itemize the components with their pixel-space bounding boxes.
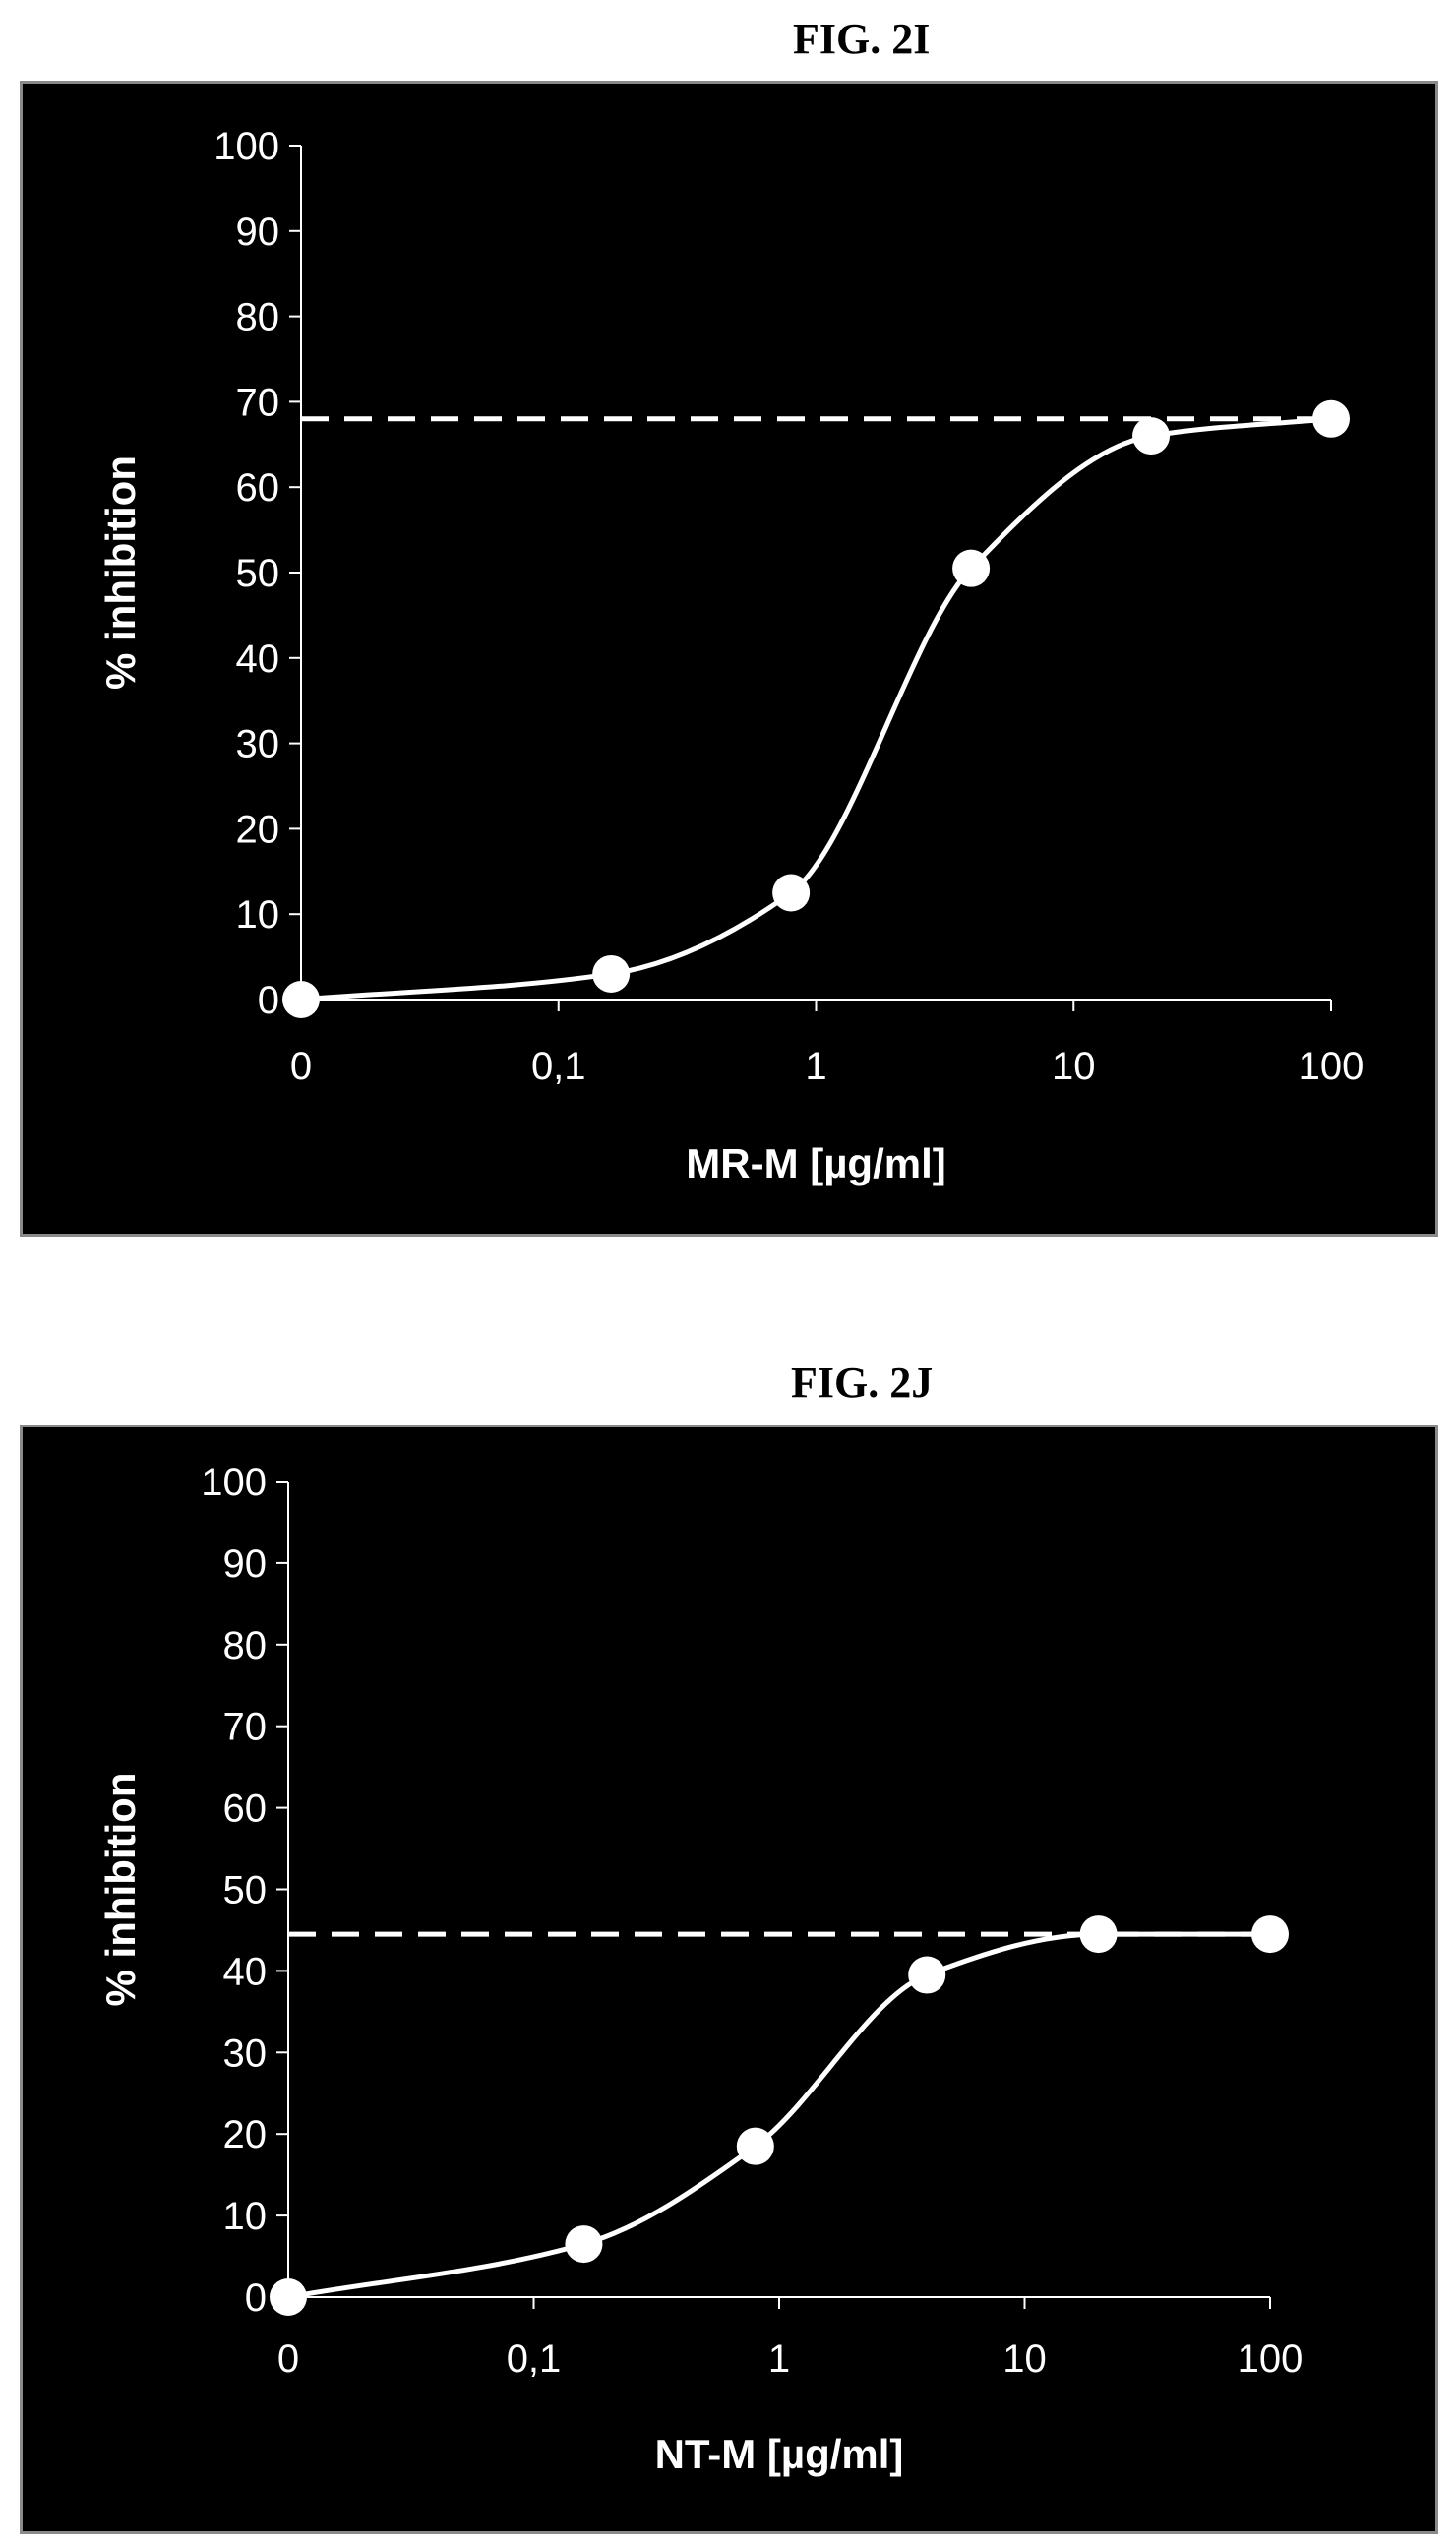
chart-background xyxy=(23,84,1435,1234)
x-axis-title: MR-M [µg/ml] xyxy=(686,1140,945,1186)
y-tick-label-30: 30 xyxy=(236,723,280,766)
y-tick-label-20: 20 xyxy=(236,808,280,851)
y-tick-label-50: 50 xyxy=(223,1869,268,1912)
x-tick-label-2: 1 xyxy=(768,2337,790,2381)
y-tick-label-40: 40 xyxy=(236,637,280,681)
y-tick-label-60: 60 xyxy=(223,1788,268,1831)
y-tick-label-70: 70 xyxy=(223,1706,268,1749)
y-axis-title: % inhibition xyxy=(97,455,144,690)
y-tick-label-10: 10 xyxy=(223,2195,268,2238)
x-tick-label-1: 0,1 xyxy=(507,2337,562,2381)
data-point-3 xyxy=(952,549,991,587)
data-point-0 xyxy=(270,2278,307,2316)
data-point-2 xyxy=(736,2127,774,2165)
y-tick-label-20: 20 xyxy=(223,2113,268,2156)
y-tick-label-100: 100 xyxy=(213,125,279,168)
y-tick-label-60: 60 xyxy=(236,466,280,510)
data-point-0 xyxy=(282,981,320,1018)
figure-label-2i: FIG. 2I xyxy=(793,15,931,63)
chart-2j-svg: 0 10 20 30 40 50 60 70 80 90 100 0 0,1 1 10 100 NT-M [µg… xyxy=(23,1427,1435,2531)
x-tick-label-0: 0 xyxy=(290,1045,312,1088)
x-tick-label-0: 0 xyxy=(277,2337,299,2381)
y-tick-label-90: 90 xyxy=(223,1543,268,1586)
y-axis-title: % inhibition xyxy=(97,1773,144,2007)
chart-2i: 0 10 20 30 40 50 60 70 80 90 100 0 0,1 1 10 100 MR-M [µg… xyxy=(20,81,1438,1237)
data-point-5 xyxy=(1312,399,1350,438)
chart-background xyxy=(23,1427,1435,2531)
x-axis-title: NT-M [µg/ml] xyxy=(655,2431,904,2477)
y-tick-label-30: 30 xyxy=(223,2032,268,2075)
data-point-4 xyxy=(1132,417,1171,455)
y-tick-label-70: 70 xyxy=(236,381,280,424)
figure-label-2j: FIG. 2J xyxy=(791,1359,934,1407)
y-tick-label-90: 90 xyxy=(236,211,280,254)
x-tick-label-4: 100 xyxy=(1299,1045,1365,1088)
data-point-4 xyxy=(1079,1915,1118,1954)
y-tick-label-50: 50 xyxy=(236,552,280,595)
data-point-1 xyxy=(565,2225,603,2264)
x-tick-label-1: 0,1 xyxy=(531,1045,586,1088)
chart-2j: 0 10 20 30 40 50 60 70 80 90 100 0 0,1 1 10 100 NT-M [µg… xyxy=(20,1425,1438,2534)
chart-2i-svg: 0 10 20 30 40 50 60 70 80 90 100 0 0,1 1 10 100 MR-M [µg… xyxy=(23,84,1435,1234)
y-tick-label-10: 10 xyxy=(236,893,280,937)
y-tick-label-100: 100 xyxy=(201,1461,267,1504)
x-tick-label-3: 10 xyxy=(1052,1045,1096,1088)
x-tick-label-3: 10 xyxy=(1002,2337,1047,2381)
y-tick-label-80: 80 xyxy=(223,1624,268,1668)
y-tick-label-40: 40 xyxy=(223,1950,268,1993)
data-point-5 xyxy=(1251,1915,1289,1954)
data-point-3 xyxy=(908,1956,946,1994)
y-tick-label-0: 0 xyxy=(258,979,279,1022)
data-point-2 xyxy=(772,874,811,912)
x-tick-label-4: 100 xyxy=(1238,2337,1304,2381)
x-tick-label-2: 1 xyxy=(805,1045,826,1088)
y-tick-label-80: 80 xyxy=(236,296,280,339)
y-tick-label-0: 0 xyxy=(245,2276,267,2320)
data-point-1 xyxy=(592,954,631,993)
